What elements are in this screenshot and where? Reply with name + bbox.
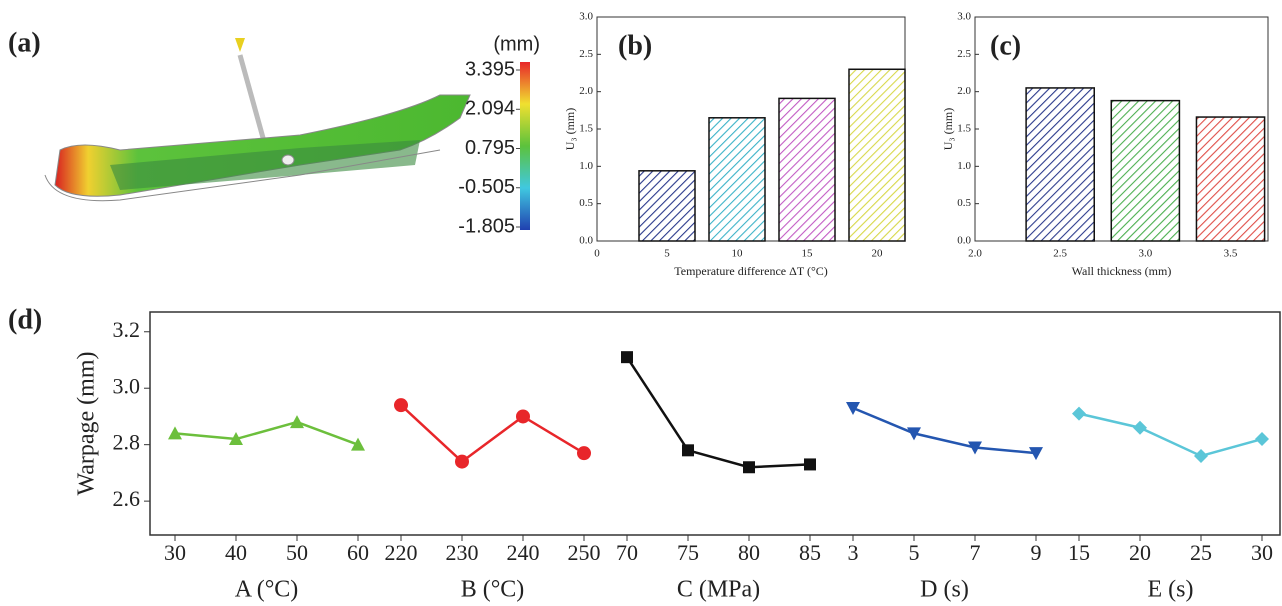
- bar: [1026, 88, 1094, 241]
- panel-label: (b): [618, 30, 652, 61]
- y-tick-label: 1.5: [579, 123, 593, 135]
- colorbar-unit: (mm): [493, 33, 540, 55]
- marker: [1072, 407, 1086, 421]
- colorbar-tick-label: 3.395: [465, 58, 515, 80]
- colorbar-tick-label: -1.805: [458, 215, 515, 237]
- marker: [1194, 449, 1208, 463]
- x-tick-label: 30: [1251, 540, 1273, 565]
- marker: [804, 458, 816, 470]
- series-line: [1079, 414, 1262, 456]
- x-axis-title: A (°C): [235, 577, 299, 603]
- x-tick-label: 80: [738, 540, 760, 565]
- y-tick-label: 2.5: [957, 48, 971, 60]
- y-tick-label: 3.0: [579, 11, 593, 23]
- bar: [849, 69, 905, 241]
- colorbar: [520, 62, 530, 230]
- y-tick-label: 3.2: [113, 317, 141, 342]
- marker: [743, 461, 755, 473]
- x-axis-title: E (s): [1148, 577, 1194, 603]
- marker: [621, 351, 633, 363]
- plot-frame: [150, 312, 1280, 535]
- series-line: [627, 357, 810, 467]
- y-tick-label: 0.5: [957, 197, 971, 209]
- x-tick-label: 5: [664, 248, 670, 260]
- y-axis-title: U₃ (mm): [563, 108, 577, 151]
- x-tick-label: 2.5: [1053, 248, 1067, 260]
- x-tick-label: 30: [164, 540, 186, 565]
- figure: (a) (mm) 3.395 2.094 0.795 -0.505 -1.805 0.0 0.5…: [0, 0, 1282, 606]
- x-tick-label: 2.0: [968, 248, 982, 260]
- bar: [709, 118, 765, 241]
- x-tick-label: 15: [802, 248, 814, 260]
- x-tick-label: 20: [872, 248, 884, 260]
- x-tick-label: 230: [446, 540, 479, 565]
- series-line: [853, 408, 1036, 453]
- y-tick-label: 0.5: [579, 197, 593, 209]
- y-tick-label: 2.6: [113, 486, 141, 511]
- x-tick-label: 3: [848, 540, 859, 565]
- marker: [1133, 421, 1147, 435]
- x-tick-label: 25: [1190, 540, 1212, 565]
- series-line: [401, 405, 584, 461]
- y-tick-label: 0.0: [957, 235, 971, 247]
- panel-label: (d): [8, 304, 42, 335]
- x-tick-label: 9: [1031, 540, 1042, 565]
- marker: [455, 455, 469, 469]
- x-tick-label: 0: [594, 248, 600, 260]
- marker: [290, 415, 304, 428]
- x-tick-label: 50: [286, 540, 308, 565]
- x-tick-label: 75: [677, 540, 699, 565]
- x-tick-label: 7: [970, 540, 981, 565]
- bar: [639, 171, 695, 241]
- x-tick-label: 3.5: [1224, 248, 1238, 260]
- x-axis-title: C (MPa): [677, 577, 760, 603]
- x-tick-label: 15: [1068, 540, 1090, 565]
- bar: [779, 98, 835, 241]
- x-tick-label: 40: [225, 540, 247, 565]
- x-axis-title: Wall thickness (mm): [1072, 264, 1172, 278]
- series-line: [175, 422, 358, 445]
- y-tick-label: 3.0: [113, 373, 141, 398]
- bar: [1111, 101, 1179, 241]
- marker: [682, 444, 694, 456]
- colorbar-tick-label: 2.094: [465, 98, 515, 120]
- x-tick-label: 70: [616, 540, 638, 565]
- x-tick-label: 85: [799, 540, 821, 565]
- x-tick-label: 250: [568, 540, 601, 565]
- part-render: [45, 38, 470, 201]
- x-axis-title: Temperature difference ΔT (°C): [674, 264, 828, 278]
- y-tick-label: 2.0: [957, 85, 971, 97]
- marker: [394, 398, 408, 412]
- y-axis-title: Warpage (mm): [74, 352, 100, 496]
- y-tick-label: 2.5: [579, 48, 593, 60]
- panel-label: (a): [8, 27, 41, 58]
- x-tick-label: 20: [1129, 540, 1151, 565]
- y-axis-title: U₃ (mm): [941, 108, 955, 151]
- x-tick-label: 5: [909, 540, 920, 565]
- marker: [516, 409, 530, 423]
- bar: [1196, 117, 1264, 241]
- marker: [1255, 432, 1269, 446]
- y-tick-label: 2.0: [579, 85, 593, 97]
- y-tick-label: 1.0: [957, 160, 971, 172]
- x-tick-label: 3.0: [1138, 248, 1152, 260]
- y-tick-label: 0.0: [579, 235, 593, 247]
- marker: [846, 402, 860, 415]
- x-tick-label: 220: [385, 540, 418, 565]
- x-axis-title: D (s): [920, 577, 969, 603]
- x-tick-label: 240: [507, 540, 540, 565]
- colorbar-tick-label: -0.505: [458, 176, 515, 198]
- y-tick-label: 1.5: [957, 123, 971, 135]
- x-axis-title: B (°C): [461, 577, 525, 603]
- x-tick-label: 60: [347, 540, 369, 565]
- y-tick-label: 1.0: [579, 160, 593, 172]
- x-tick-label: 10: [732, 248, 744, 260]
- y-tick-label: 3.0: [957, 11, 971, 23]
- y-tick-label: 2.8: [113, 430, 141, 455]
- marker: [577, 446, 591, 460]
- colorbar-tick-label: 0.795: [465, 137, 515, 159]
- panel-label: (c): [990, 30, 1021, 61]
